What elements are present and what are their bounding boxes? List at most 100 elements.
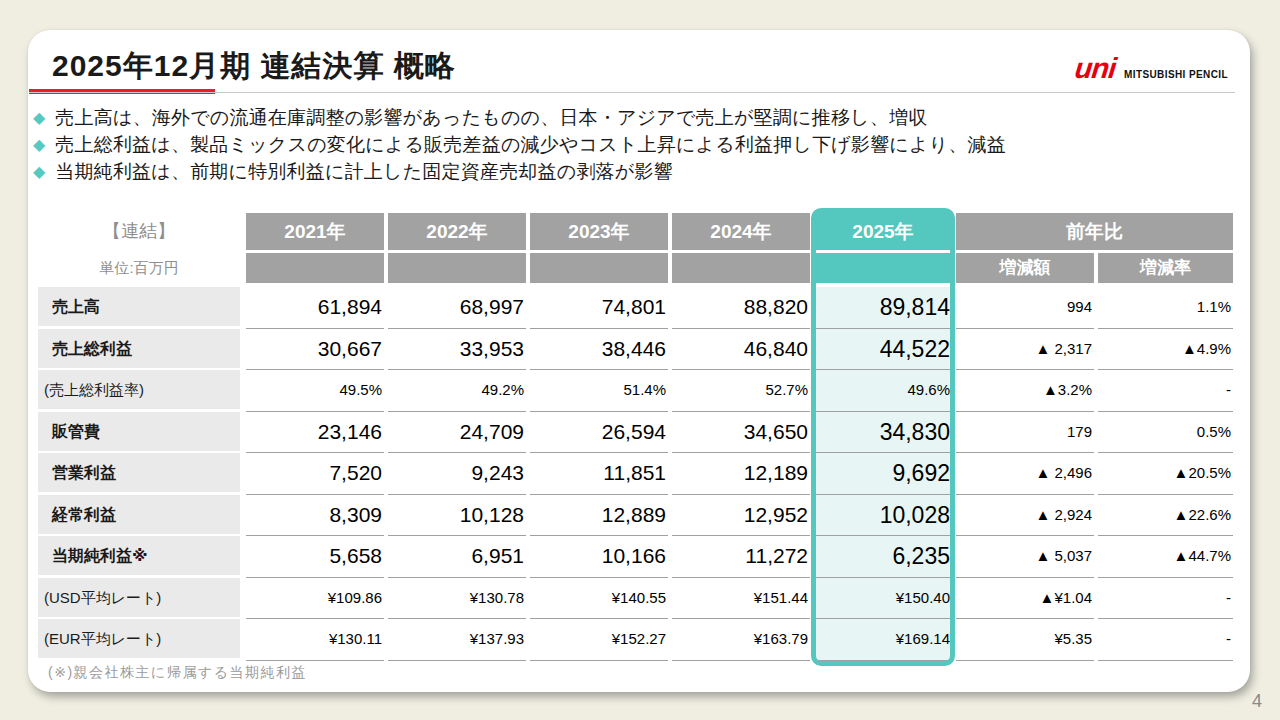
company-logo: uni MITSUBISHI PENCIL: [1075, 54, 1228, 83]
page-title: 2025年12月期 連結決算 概略: [52, 47, 456, 85]
year-header-2023: 2023年: [530, 213, 668, 250]
table-row: 営業利益7,5209,24311,85112,1899,692▲ 2,496▲2…: [38, 453, 1233, 495]
uni-logo: uni: [1074, 54, 1118, 83]
cell-value: ▲ 2,317: [956, 329, 1094, 371]
cell-value: 44,522: [814, 329, 952, 371]
table-row: (USD平均レート)¥109.86¥130.78¥140.55¥151.44¥1…: [38, 578, 1233, 620]
cell-value: ¥163.79: [672, 619, 810, 661]
year-header-2022: 2022年: [388, 213, 526, 250]
row-label: 営業利益: [38, 453, 240, 492]
table-row: 販管費23,14624,70926,59434,65034,8301790.5%: [38, 412, 1233, 454]
bullet-item: ◆ 売上高は、海外での流通在庫調整の影響があったものの、日本・アジアで売上が堅調…: [33, 104, 1006, 131]
cell-value: 11,272: [672, 536, 810, 578]
cell-value: 179: [956, 412, 1094, 454]
cell-value: 49.2%: [388, 370, 526, 412]
cell-value: 68,997: [388, 287, 526, 329]
table-body: 売上高61,89468,99774,80188,82089,8149941.1%…: [38, 287, 1233, 661]
cell-value: 10,128: [388, 495, 526, 537]
row-label: (売上総利益率): [38, 370, 240, 409]
cell-value: ▲ 5,037: [956, 536, 1094, 578]
cell-value: 88,820: [672, 287, 810, 329]
year-header-2021: 2021年: [246, 213, 384, 250]
diamond-bullet-icon: ◆: [33, 135, 45, 154]
table-unit-label: 単位:百万円: [38, 253, 240, 283]
cell-value: 12,889: [530, 495, 668, 537]
cell-value: 11,851: [530, 453, 668, 495]
cell-value: 6,235: [814, 536, 952, 578]
cell-value: ¥150.40: [814, 578, 952, 620]
cell-value: 5,658: [246, 536, 384, 578]
cell-value: ▲44.7%: [1098, 536, 1233, 578]
subheader-empty: [672, 253, 810, 283]
cell-value: 49.6%: [814, 370, 952, 412]
year-header-2024: 2024年: [672, 213, 810, 250]
cell-value: -: [1098, 619, 1233, 661]
table-row: 当期純利益※5,6586,95110,16611,2726,235▲ 5,037…: [38, 536, 1233, 578]
cell-value: ¥152.27: [530, 619, 668, 661]
cell-value: ▲3.2%: [956, 370, 1094, 412]
cell-value: 7,520: [246, 453, 384, 495]
row-label: 売上総利益: [38, 329, 240, 368]
row-label: (EUR平均レート): [38, 619, 240, 658]
cell-value: 1.1%: [1098, 287, 1233, 329]
subheader-empty: [246, 253, 384, 283]
cell-value: ▲ 2,496: [956, 453, 1094, 495]
row-label: 経常利益: [38, 495, 240, 534]
cell-value: 23,146: [246, 412, 384, 454]
cell-value: 10,028: [814, 495, 952, 537]
cell-value: 24,709: [388, 412, 526, 454]
table-row: 売上高61,89468,99774,80188,82089,8149941.1%: [38, 287, 1233, 329]
subheader-empty: [388, 253, 526, 283]
cell-value: 34,830: [814, 412, 952, 454]
summary-bullets: ◆ 売上高は、海外での流通在庫調整の影響があったものの、日本・アジアで売上が堅調…: [33, 104, 1006, 185]
yoy-header: 前年比: [956, 213, 1233, 250]
footnote: (※)親会社株主に帰属する当期純利益: [48, 664, 307, 682]
company-name: MITSUBISHI PENCIL: [1124, 69, 1228, 80]
year-header-2025: 2025年: [814, 213, 952, 250]
cell-value: 46,840: [672, 329, 810, 371]
cell-value: ▲¥1.04: [956, 578, 1094, 620]
table-row: (EUR平均レート)¥130.11¥137.93¥152.27¥163.79¥1…: [38, 619, 1233, 661]
cell-value: 994: [956, 287, 1094, 329]
cell-value: 52.7%: [672, 370, 810, 412]
cell-value: 74,801: [530, 287, 668, 329]
bullet-text: 売上総利益は、製品ミックスの変化による販売差益の減少やコスト上昇による利益押し下…: [55, 132, 1006, 158]
row-label: 当期純利益※: [38, 536, 240, 575]
cell-value: -: [1098, 370, 1233, 412]
cell-value: ¥130.78: [388, 578, 526, 620]
cell-value: 33,953: [388, 329, 526, 371]
yoy-subheader-amount: 増減額: [956, 253, 1094, 283]
table-corner-label: 【連結】: [38, 213, 240, 250]
cell-value: 26,594: [530, 412, 668, 454]
cell-value: 8,309: [246, 495, 384, 537]
cell-value: ▲20.5%: [1098, 453, 1233, 495]
page-number: 4: [1252, 691, 1262, 712]
cell-value: 12,952: [672, 495, 810, 537]
cell-value: ¥137.93: [388, 619, 526, 661]
cell-value: 49.5%: [246, 370, 384, 412]
cell-value: 89,814: [814, 287, 952, 329]
row-label: (USD平均レート): [38, 578, 240, 617]
cell-value: ¥151.44: [672, 578, 810, 620]
table-row: 売上総利益30,66733,95338,44646,84044,522▲ 2,3…: [38, 329, 1233, 371]
slide-card: 2025年12月期 連結決算 概略 uni MITSUBISHI PENCIL …: [28, 30, 1250, 692]
row-label: 売上高: [38, 287, 240, 326]
cell-value: 61,894: [246, 287, 384, 329]
bullet-item: ◆ 売上総利益は、製品ミックスの変化による販売差益の減少やコスト上昇による利益押…: [33, 131, 1006, 158]
yoy-subheader-rate: 増減率: [1098, 253, 1233, 283]
cell-value: ¥5.35: [956, 619, 1094, 661]
cell-value: 9,692: [814, 453, 952, 495]
bullet-item: ◆ 当期純利益は、前期に特別利益に計上した固定資産売却益の剥落が影響: [33, 158, 1006, 185]
financial-table: 【連結】 2021年 2022年 2023年 2024年 2025年 前年比 単…: [38, 213, 1233, 661]
row-label: 販管費: [38, 412, 240, 451]
cell-value: 51.4%: [530, 370, 668, 412]
diamond-bullet-icon: ◆: [33, 108, 45, 127]
title-underline: [29, 92, 1235, 93]
table-row: (売上総利益率)49.5%49.2%51.4%52.7%49.6%▲3.2%-: [38, 370, 1233, 412]
cell-value: 9,243: [388, 453, 526, 495]
subheader-empty-2025: [814, 253, 952, 283]
cell-value: 6,951: [388, 536, 526, 578]
cell-value: ¥109.86: [246, 578, 384, 620]
table-header-row-sub: 単位:百万円 増減額 増減率: [38, 253, 1233, 283]
cell-value: ¥130.11: [246, 619, 384, 661]
